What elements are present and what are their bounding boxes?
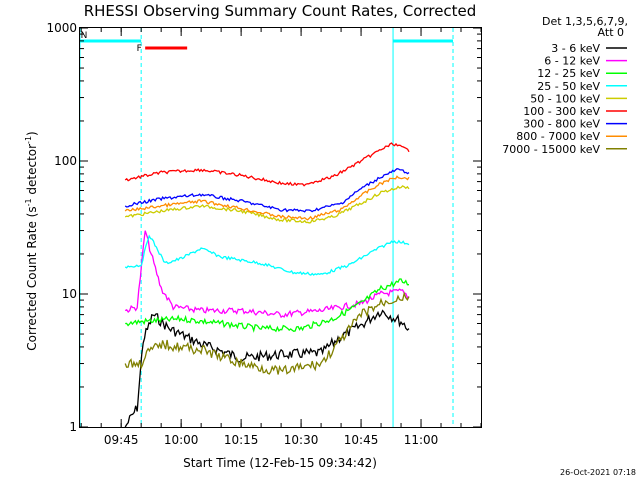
series-line-5 [124,142,410,187]
flag-label: F [137,44,142,54]
x-tick-label: 11:00 [404,433,439,447]
legend-label: 800 - 7000 keV [516,130,600,143]
series-line-7 [124,175,410,221]
y-tick-label: 10 [62,287,77,301]
legend-subheader: Att 0 [598,26,624,39]
y-axis-label-end: ) [25,131,39,136]
legend-label: 50 - 100 keV [530,92,600,105]
plot-area: NF [79,28,454,428]
series-line-6 [124,168,410,213]
legend-label: 3 - 6 keV [551,42,600,55]
y-axis-label-mid: detector [25,144,39,199]
y-tick-label: 100 [54,154,77,168]
legend-label: 7000 - 15000 keV [502,143,600,156]
series-line-1 [124,230,410,319]
timestamp: 26-Oct-2021 07:18 [560,468,636,477]
x-tick-label: 10:00 [164,433,199,447]
legend-label: 300 - 800 keV [523,118,600,131]
flag-label: N [81,31,88,41]
x-axis-label: Start Time (12-Feb-15 09:34:42) [183,456,377,470]
axes: 1 10 100 1000 09:45 10:00 10:15 10:30 10:45 11:00 [46,21,482,447]
chart-title: RHESSI Observing Summary Count Rates, Co… [84,2,477,20]
legend-label: 12 - 25 keV [537,67,600,80]
y-axis-label-sup2: -1 [24,136,33,144]
series-line-3 [124,234,410,276]
legend-label: 25 - 50 keV [537,80,600,93]
legend-label: 6 - 12 keV [544,55,600,68]
plot-frame [79,27,482,428]
x-tick-label: 10:15 [224,433,259,447]
series-line-8 [124,291,410,375]
series-line-0 [124,309,410,428]
series-line-4 [124,185,410,224]
y-tick-label: 1000 [46,21,77,35]
y-axis-label-sup1: -1 [24,198,33,206]
legend-label: 100 - 300 keV [523,105,600,118]
y-axis-label: Corrected Count Rate (s-1 detector-1) [24,131,39,350]
x-tick-label: 10:30 [284,433,319,447]
y-tick-label: 1 [69,420,77,434]
series-line-2 [125,278,409,333]
x-tick-label: 10:45 [344,433,379,447]
x-tick-label: 09:45 [104,433,139,447]
y-axis-label-main: Corrected Count Rate (s [25,206,39,350]
legend-header: Det 1,3,5,6,7,9, [542,15,628,28]
